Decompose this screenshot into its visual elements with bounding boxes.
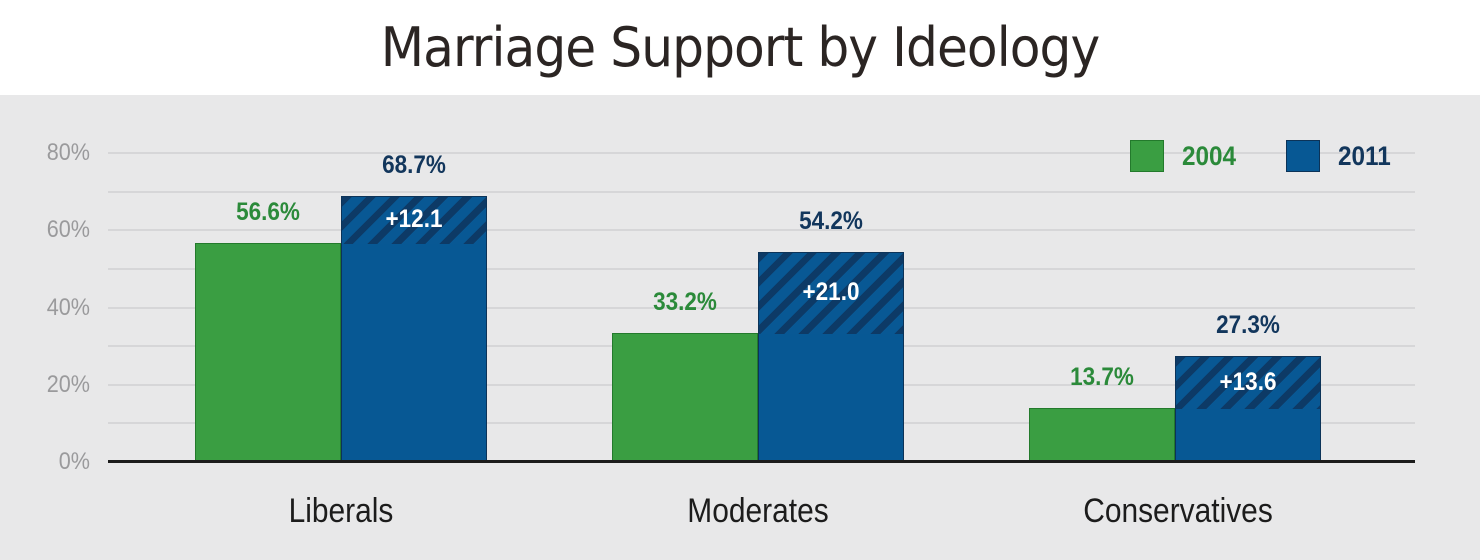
value-label-moderates-2011: 54.2% — [799, 206, 863, 235]
legend-label-2011: 2011 — [1338, 141, 1391, 171]
value-label-moderates-2004: 33.2% — [653, 287, 717, 316]
category-label-conservatives: Conservatives — [1083, 492, 1273, 530]
hatch-increase-moderates — [759, 252, 903, 334]
bar-conservatives-2011: +13.6 — [1175, 355, 1321, 462]
bar-liberals-2011: +12.1 — [341, 195, 487, 462]
value-label-conservatives-2011: 27.3% — [1216, 310, 1280, 339]
value-label-liberals-2011: 68.7% — [382, 150, 446, 179]
hatch-increase-liberals — [342, 196, 486, 244]
category-label-liberals: Liberals — [288, 492, 394, 530]
gridline — [108, 229, 1415, 232]
y-tick-40: 40% — [46, 294, 90, 321]
value-label-liberals-2004: 56.6% — [236, 197, 300, 226]
category-label-moderates: Moderates — [687, 492, 829, 530]
bar-moderates-2011: +21.0 — [758, 251, 904, 462]
y-tick-0: 0% — [58, 448, 90, 475]
y-tick-20: 20% — [46, 371, 90, 398]
bar-conservatives-2004 — [1029, 408, 1175, 462]
delta-label-moderates: +21.0 — [802, 278, 860, 307]
bar-liberals-2004 — [195, 242, 341, 462]
legend-swatch-2004 — [1130, 140, 1164, 172]
x-axis-line — [108, 460, 1415, 463]
legend-swatch-2011 — [1286, 140, 1320, 172]
delta-label-conservatives: +13.6 — [1219, 367, 1277, 396]
bar-moderates-2004 — [612, 332, 758, 462]
value-label-conservatives-2004: 13.7% — [1070, 363, 1134, 392]
gridline — [108, 152, 1415, 155]
y-tick-60: 60% — [46, 216, 90, 243]
legend-label-2004: 2004 — [1182, 141, 1237, 171]
chart-title: Marriage Support by Ideology — [380, 16, 1101, 79]
hatch-increase-conservatives — [1176, 356, 1320, 410]
y-tick-80: 80% — [46, 139, 90, 166]
delta-label-liberals: +12.1 — [385, 205, 443, 234]
gridline — [108, 190, 1415, 193]
